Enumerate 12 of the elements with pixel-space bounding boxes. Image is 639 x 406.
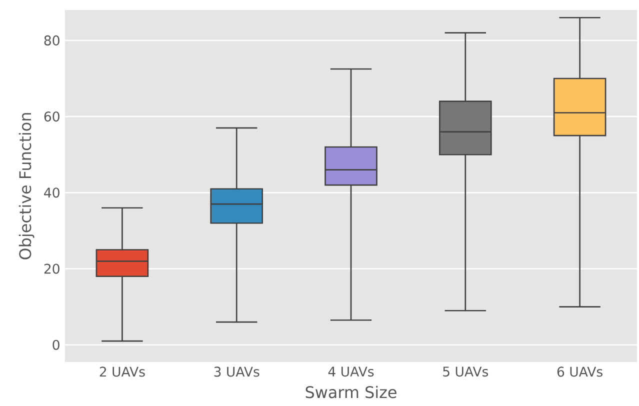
x-tick-label: 6 UAVs [557,366,602,377]
x-tick-label: 2 UAVs [100,366,145,377]
y-tick-label: 0 [52,340,60,350]
x-axis-title: Swarm Size [306,386,396,398]
y-tick-label: 60 [44,112,60,122]
x-tick-label: 4 UAVs [328,366,374,377]
x-tick-label: 5 UAVs [443,366,488,377]
y-tick-label: 20 [44,264,60,274]
y-axis-title: Objective Function [18,113,34,260]
y-tick-label: 40 [44,188,60,198]
x-tick-label: 3 UAVs [214,366,260,377]
y-tick-label: 80 [44,35,60,46]
